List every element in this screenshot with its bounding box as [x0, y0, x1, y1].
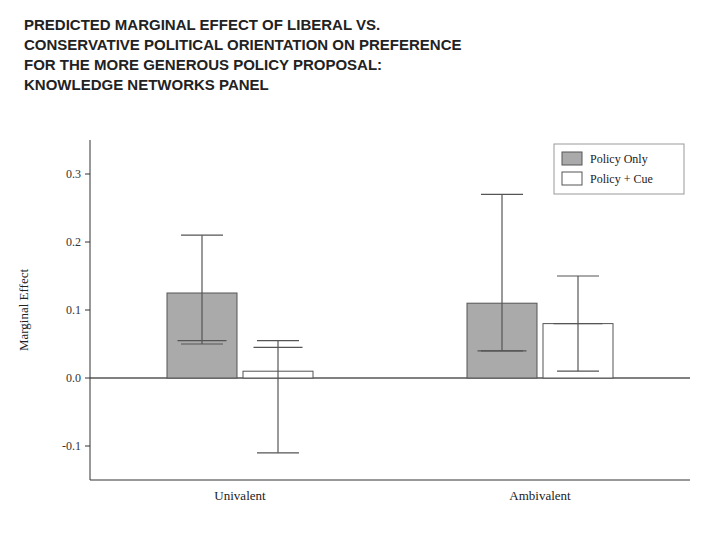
title-line: CONSERVATIVE POLITICAL ORIENTATION ON PR… — [24, 36, 462, 53]
chart: PREDICTED MARGINAL EFFECT OF LIBERAL VS.… — [0, 0, 720, 540]
y-axis: -0.1 0.0 0.1 0.2 0.3 — [62, 167, 90, 453]
error-cap-low — [557, 371, 599, 372]
y-tick — [85, 378, 90, 379]
legend-label: Policy + Cue — [590, 172, 653, 186]
error-bar — [277, 341, 278, 453]
y-tick — [85, 446, 90, 447]
title-line: KNOWLEDGE NETWORKS PANEL — [24, 76, 269, 93]
chart-container: PREDICTED MARGINAL EFFECT OF LIBERAL VS.… — [0, 0, 720, 540]
title-line: FOR THE MORE GENEROUS POLICY PROPOSAL: — [24, 56, 382, 73]
center-mark — [554, 323, 603, 324]
error-cap-high — [257, 340, 299, 341]
legend-box — [554, 144, 684, 194]
legend-label: Policy Only — [590, 152, 648, 166]
x-axis-line — [90, 480, 690, 481]
y-tick-label: 0.1 — [66, 303, 81, 317]
y-tick-label: -0.1 — [62, 439, 81, 453]
y-axis-label: Marginal Effect — [16, 269, 31, 352]
error-cap-high — [557, 275, 599, 276]
x-tick-label: Univalent — [214, 488, 266, 503]
y-tick — [85, 242, 90, 243]
title-line: PREDICTED MARGINAL EFFECT OF LIBERAL VS. — [24, 16, 380, 33]
y-tick — [85, 310, 90, 311]
center-mark — [254, 347, 303, 348]
legend-swatch — [562, 172, 582, 185]
plot-area — [167, 194, 613, 452]
y-tick-label: 0.3 — [66, 167, 81, 181]
background — [0, 0, 720, 540]
y-tick-label: 0.0 — [66, 371, 81, 385]
error-cap-high — [481, 194, 523, 195]
error-bar — [501, 194, 502, 350]
error-cap-low — [181, 343, 223, 344]
y-axis-line — [90, 140, 91, 480]
error-bar — [201, 235, 202, 344]
y-tick — [85, 174, 90, 175]
center-mark — [478, 350, 527, 351]
y-tick-label: 0.2 — [66, 235, 81, 249]
error-cap-high — [181, 235, 223, 236]
legend-swatch — [562, 152, 582, 165]
title: PREDICTED MARGINAL EFFECT OF LIBERAL VS.… — [24, 16, 462, 93]
x-tick-label: Ambivalent — [509, 488, 571, 503]
error-cap-low — [257, 452, 299, 453]
center-mark — [178, 340, 227, 341]
legend: Policy Only Policy + Cue — [554, 144, 684, 194]
